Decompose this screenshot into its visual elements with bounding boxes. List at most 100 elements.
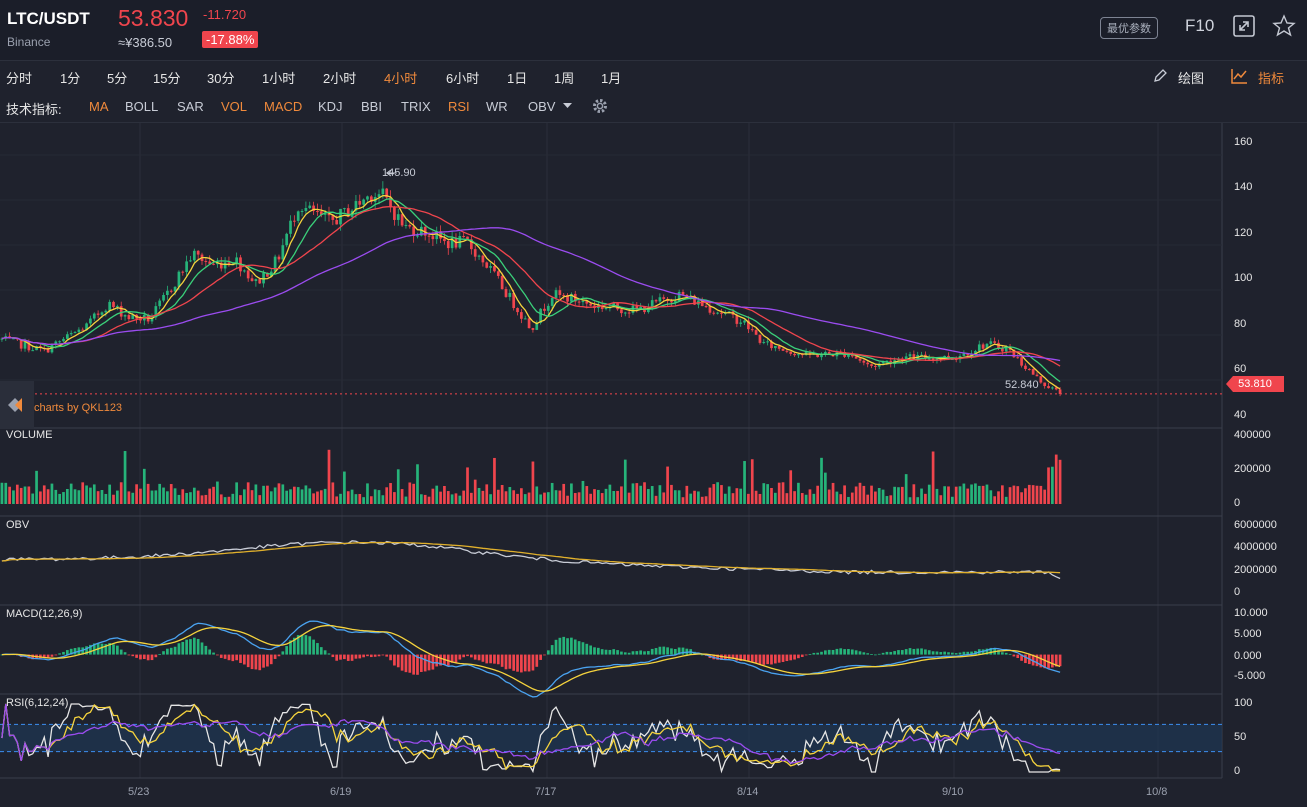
indicator-ma[interactable]: MA <box>89 99 109 114</box>
volume-panel-title: VOLUME <box>6 429 53 441</box>
macd-histogram-bar <box>908 648 912 655</box>
indicator-boll[interactable]: BOLL <box>125 99 159 114</box>
candle-body <box>331 215 335 220</box>
volume-bar <box>485 484 489 504</box>
volume-bar <box>673 490 677 504</box>
period-15m[interactable]: 15分 <box>153 71 181 86</box>
indicator-obv[interactable]: OBV <box>528 99 556 114</box>
volume-bar <box>573 493 577 504</box>
fullscreen-icon[interactable] <box>1232 14 1256 38</box>
pencil-icon[interactable] <box>1152 68 1168 84</box>
macd-histogram-bar <box>381 654 385 656</box>
candle-body <box>177 271 181 287</box>
candle-body <box>604 307 608 310</box>
volume-bar <box>1054 454 1058 504</box>
volume-bar <box>516 493 519 504</box>
indicator-macd[interactable]: MACD <box>264 99 303 114</box>
period-1m[interactable]: 1分 <box>60 71 81 86</box>
volume-bar <box>239 495 242 504</box>
candle-body <box>262 272 265 284</box>
indicator-vol[interactable]: VOL <box>221 99 248 114</box>
period-30m[interactable]: 30分 <box>207 71 235 86</box>
candle-body <box>770 341 773 349</box>
volume-bar <box>293 486 296 504</box>
period-1mo[interactable]: 1月 <box>601 71 622 86</box>
macd-histogram-bar <box>227 654 231 661</box>
volume-bar <box>212 486 215 504</box>
price-tick: 60 <box>1234 363 1247 375</box>
volume-bar <box>162 487 165 504</box>
macd-histogram-bar <box>173 646 177 655</box>
macd-histogram-bar <box>50 654 54 657</box>
volume-bar <box>119 482 123 504</box>
indicator-trix[interactable]: TRIX <box>401 99 431 114</box>
period-1w[interactable]: 1周 <box>554 71 575 86</box>
volume-bar <box>319 490 323 504</box>
candle-body <box>550 297 554 306</box>
indicator-bbi[interactable]: BBI <box>361 99 382 114</box>
period-timeline[interactable]: 分时 <box>6 71 33 86</box>
f10-button[interactable]: F10 <box>1185 16 1215 35</box>
indicators-button[interactable]: 指标 <box>1258 71 1285 86</box>
indicator-sar[interactable]: SAR <box>177 99 204 114</box>
candle-body <box>212 263 215 265</box>
candle-body <box>974 350 977 354</box>
volume-bar <box>900 486 904 504</box>
candle-body <box>1012 349 1016 358</box>
macd-histogram-bar <box>570 637 573 655</box>
macd-histogram-bar <box>943 651 946 655</box>
volume-bar <box>739 488 743 504</box>
macd-histogram-bar <box>850 649 854 655</box>
macd-histogram-bar <box>716 654 719 660</box>
volume-bar <box>927 484 931 504</box>
credit-text: charts by QKL123 <box>34 402 123 414</box>
macd-histogram-bar <box>539 654 542 660</box>
period-1h[interactable]: 1小时 <box>262 71 296 86</box>
volume-bar <box>693 490 696 504</box>
candle-body <box>1039 376 1043 383</box>
period-2h[interactable]: 2小时 <box>323 71 357 86</box>
candle-body <box>808 351 812 355</box>
period-6h[interactable]: 6小时 <box>446 71 480 86</box>
volume-bar <box>520 488 523 504</box>
volume-bar <box>966 488 970 504</box>
indicator-rsi[interactable]: RSI <box>448 99 470 114</box>
chevron-down-icon[interactable] <box>563 103 572 109</box>
macd-histogram-bar <box>404 654 408 673</box>
indicator-kdj[interactable]: KDJ <box>318 99 343 114</box>
candle-body <box>620 309 623 314</box>
gear-icon[interactable] <box>591 97 609 115</box>
period-5m[interactable]: 5分 <box>107 71 128 86</box>
volume-bar <box>362 497 365 504</box>
macd-histogram-bar <box>454 654 458 663</box>
macd-histogram-bar <box>400 654 404 671</box>
volume-bar <box>1020 492 1023 504</box>
optimal-params-button[interactable]: 最优参数 <box>1100 17 1158 39</box>
volume-bar <box>596 489 600 504</box>
price-tick: 80 <box>1234 318 1247 330</box>
macd-histogram-bar <box>554 639 558 655</box>
draw-button[interactable]: 绘图 <box>1178 71 1205 86</box>
macd-histogram-bar <box>566 638 569 655</box>
kline-chart[interactable] <box>0 123 1307 807</box>
period-1d[interactable]: 1日 <box>507 71 528 86</box>
star-icon[interactable] <box>1272 14 1296 38</box>
volume-bar <box>974 483 977 504</box>
volume-bar <box>620 486 623 504</box>
volume-bar <box>73 489 77 504</box>
date-tick: 5/23 <box>128 786 150 798</box>
macd-histogram-bar <box>266 654 269 667</box>
period-4h[interactable]: 4小时 <box>384 71 418 86</box>
volume-bar <box>512 490 516 504</box>
indicator-chart-icon[interactable] <box>1231 68 1248 84</box>
high-price-annotation: 145.90 <box>382 167 416 179</box>
volume-bar <box>104 493 108 504</box>
volume-bar <box>939 495 943 504</box>
indicator-wr[interactable]: WR <box>486 99 508 114</box>
volume-bar <box>708 487 712 504</box>
macd-histogram-bar <box>885 651 889 655</box>
rsi24-line <box>1 703 1061 764</box>
volume-bar <box>897 487 900 504</box>
macd-histogram-bar <box>739 654 743 661</box>
volume-bar <box>747 493 750 504</box>
